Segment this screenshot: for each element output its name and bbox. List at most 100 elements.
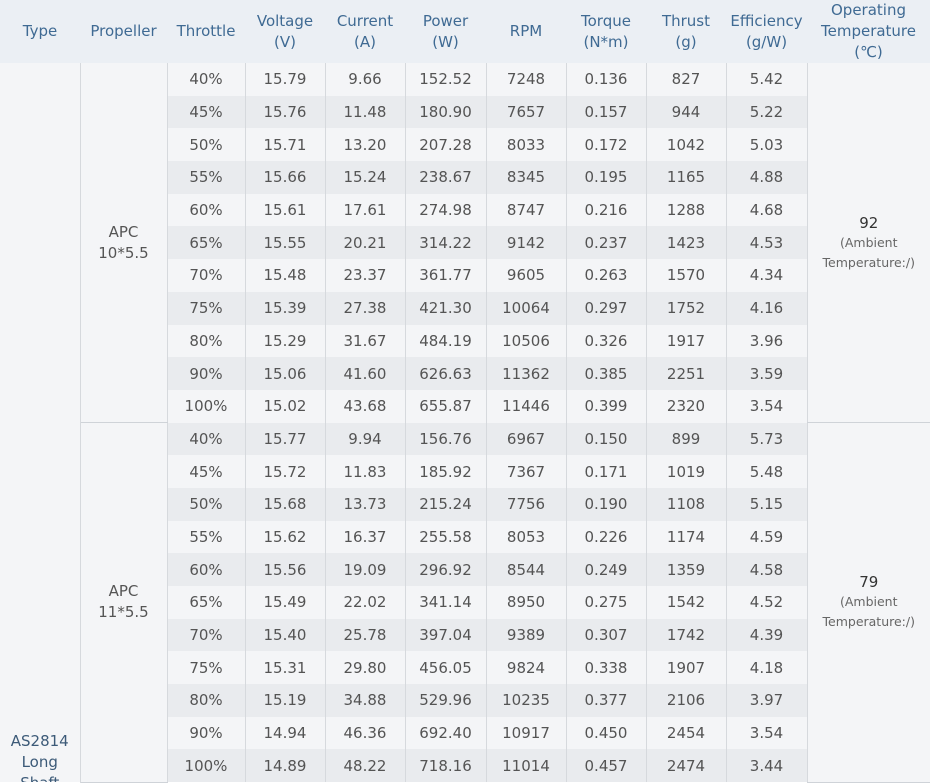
voltage-cell: 15.72 <box>244 455 325 488</box>
voltage-cell: 15.71 <box>244 128 325 162</box>
throttle-cell: 55% <box>166 161 245 194</box>
power-cell: 185.92 <box>404 455 486 488</box>
throttle-cell: 50% <box>166 128 245 162</box>
efficiency-cell: 4.59 <box>725 520 807 554</box>
col-torque-header: Torque (N*m) <box>566 0 646 63</box>
motor-type-line2: Long Shaft <box>20 753 59 782</box>
col-power-header: Power (W) <box>405 0 486 63</box>
current-cell: 13.20 <box>324 128 405 162</box>
power-cell: 274.98 <box>404 193 486 227</box>
current-cell: 29.80 <box>324 651 405 685</box>
current-cell: 41.60 <box>324 357 405 390</box>
torque-cell: 0.450 <box>565 716 646 750</box>
torque-cell: 0.150 <box>565 422 646 456</box>
power-cell: 421.30 <box>404 291 486 325</box>
current-cell: 13.73 <box>324 487 405 521</box>
voltage-cell: 15.06 <box>244 357 325 390</box>
header-label-line2: (g) <box>675 32 697 51</box>
efficiency-cell: 4.52 <box>725 586 807 619</box>
power-cell: 718.16 <box>404 749 486 783</box>
voltage-cell: 15.79 <box>244 63 325 96</box>
table-row: 90% 14.94 46.36 692.40 10917 0.450 2454 3.54 <box>0 716 930 750</box>
torque-cell: 0.385 <box>565 357 646 390</box>
power-cell: 156.76 <box>404 422 486 456</box>
power-cell: 655.87 <box>404 389 486 423</box>
voltage-cell: 15.29 <box>244 324 325 358</box>
throttle-cell: 60% <box>166 553 245 586</box>
current-cell: 19.09 <box>324 553 405 586</box>
current-cell: 23.37 <box>324 259 405 292</box>
efficiency-cell: 3.59 <box>725 357 807 390</box>
header-label-line2: (N*m) <box>583 32 629 51</box>
efficiency-cell: 4.68 <box>725 193 807 227</box>
table-row: 100% 15.02 43.68 655.87 11446 0.399 2320 3.54 <box>0 389 930 423</box>
table-row: 65% 15.55 20.21 314.22 9142 0.237 1423 4.53 <box>0 226 930 260</box>
power-cell: 255.58 <box>404 520 486 554</box>
throttle-cell: 65% <box>166 586 245 619</box>
torque-cell: 0.275 <box>565 586 646 619</box>
rpm-cell: 10917 <box>485 716 566 750</box>
thrust-cell: 1542 <box>645 586 726 619</box>
throttle-cell: 80% <box>166 324 245 358</box>
efficiency-cell: 4.16 <box>725 291 807 325</box>
power-cell: 215.24 <box>404 487 486 521</box>
efficiency-cell: 3.97 <box>725 684 807 717</box>
voltage-cell: 15.76 <box>244 95 325 129</box>
power-cell: 626.63 <box>404 357 486 390</box>
voltage-cell: 15.68 <box>244 487 325 521</box>
voltage-cell: 15.61 <box>244 193 325 227</box>
power-cell: 314.22 <box>404 226 486 260</box>
rpm-cell: 11362 <box>485 357 566 390</box>
table-row: 100% 14.89 48.22 718.16 11014 0.457 2474 3.44 <box>0 749 930 783</box>
efficiency-cell: 4.34 <box>725 259 807 292</box>
operating-temperature-cell: 92 (Ambient Temperature:/) <box>806 63 930 424</box>
efficiency-cell: 5.03 <box>725 128 807 162</box>
current-cell: 34.88 <box>324 684 405 717</box>
efficiency-cell: 3.96 <box>725 324 807 358</box>
throttle-cell: 90% <box>166 716 245 750</box>
header-label-line1: Throttle <box>176 22 236 40</box>
power-cell: 529.96 <box>404 684 486 717</box>
operating-temperature-cell: 79 (Ambient Temperature:/) <box>806 422 930 783</box>
thrust-cell: 1742 <box>645 618 726 652</box>
thrust-cell: 2474 <box>645 749 726 783</box>
throttle-cell: 60% <box>166 193 245 227</box>
motor-type-cell: AS2814 Long Shaft <box>0 63 81 783</box>
col-voltage-header: Voltage (V) <box>245 0 325 63</box>
table-row: 65% 15.49 22.02 341.14 8950 0.275 1542 4.52 <box>0 586 930 619</box>
header-label-line1: Current <box>336 11 394 30</box>
temperature-note-line1: (Ambient <box>839 594 898 610</box>
rpm-cell: 7367 <box>485 455 566 488</box>
header-label-line1: Voltage <box>256 11 314 30</box>
voltage-cell: 15.48 <box>244 259 325 292</box>
temperature-value: 92 <box>859 213 879 232</box>
rpm-cell: 9824 <box>485 651 566 685</box>
rpm-cell: 6967 <box>485 422 566 456</box>
header-label-line1: Propeller <box>90 22 157 40</box>
torque-cell: 0.136 <box>565 63 646 96</box>
table-row: 50% 15.71 13.20 207.28 8033 0.172 1042 5.03 <box>0 128 930 162</box>
header-label-line3: (℃) <box>854 43 883 61</box>
thrust-cell: 1042 <box>645 128 726 162</box>
voltage-cell: 15.02 <box>244 389 325 423</box>
torque-cell: 0.249 <box>565 553 646 586</box>
rpm-cell: 7657 <box>485 95 566 129</box>
throttle-cell: 75% <box>166 651 245 685</box>
rpm-cell: 10064 <box>485 291 566 325</box>
power-cell: 180.90 <box>404 95 486 129</box>
table-row: APC 11*5.5 40% 15.77 9.94 156.76 6967 0.150 899 5… <box>0 422 930 783</box>
current-cell: 17.61 <box>324 193 405 227</box>
efficiency-cell: 3.54 <box>725 716 807 750</box>
thrust-cell: 2106 <box>645 684 726 717</box>
table-row: 55% 15.62 16.37 255.58 8053 0.226 1174 4.59 <box>0 520 930 554</box>
torque-cell: 0.171 <box>565 455 646 488</box>
throttle-cell: 65% <box>166 226 245 260</box>
voltage-cell: 15.19 <box>244 684 325 717</box>
throttle-cell: 50% <box>166 487 245 521</box>
thrust-cell: 1108 <box>645 487 726 521</box>
rpm-cell: 11446 <box>485 389 566 423</box>
current-cell: 48.22 <box>324 749 405 783</box>
throttle-cell: 70% <box>166 259 245 292</box>
